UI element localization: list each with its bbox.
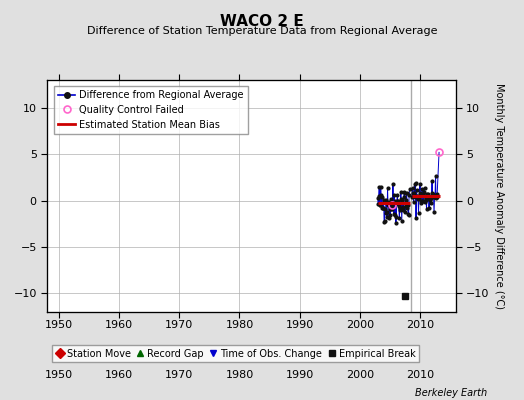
Y-axis label: Monthly Temperature Anomaly Difference (°C): Monthly Temperature Anomaly Difference (… — [494, 83, 504, 309]
Text: Berkeley Earth: Berkeley Earth — [415, 388, 487, 398]
Legend: Station Move, Record Gap, Time of Obs. Change, Empirical Break: Station Move, Record Gap, Time of Obs. C… — [52, 345, 419, 362]
Text: Difference of Station Temperature Data from Regional Average: Difference of Station Temperature Data f… — [87, 26, 437, 36]
Text: WACO 2 E: WACO 2 E — [220, 14, 304, 29]
